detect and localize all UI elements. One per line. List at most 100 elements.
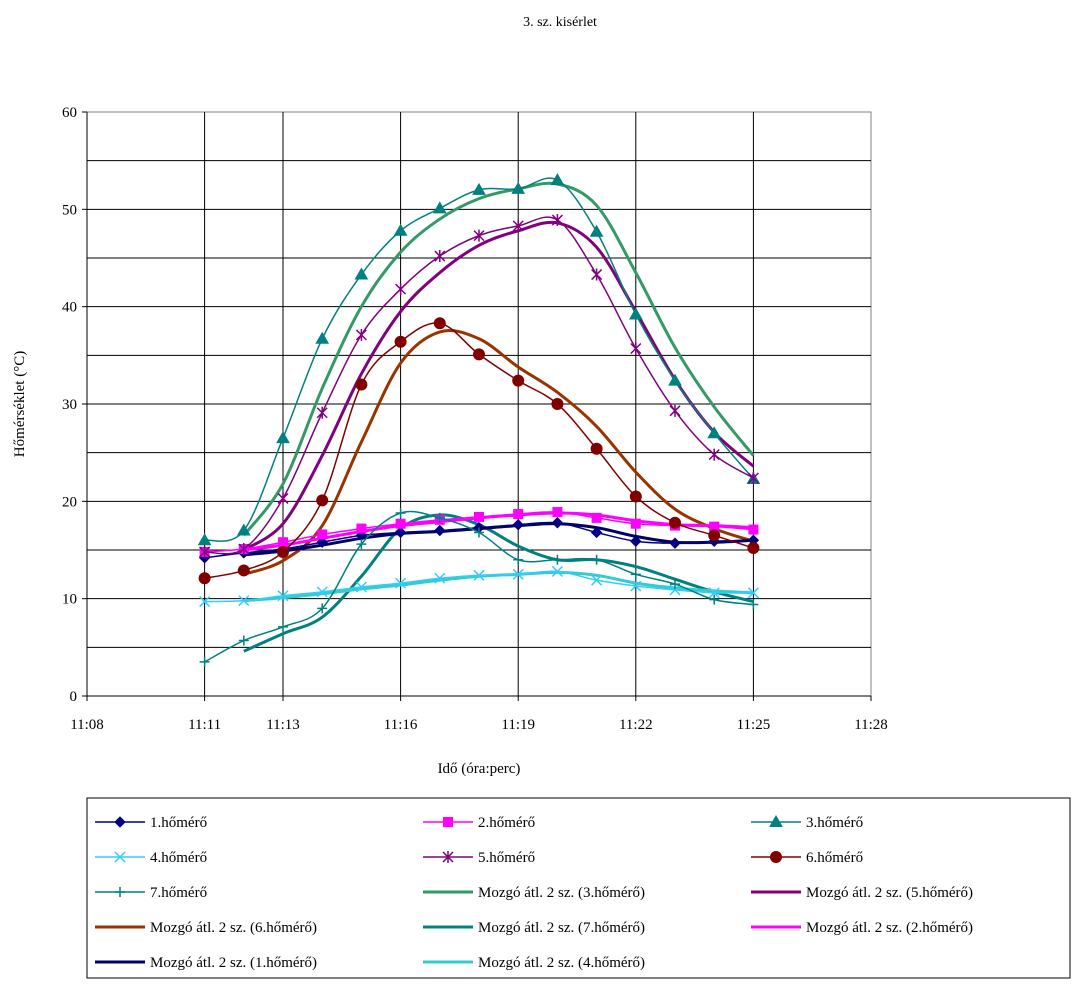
- data-point: [277, 492, 289, 505]
- data-point: [591, 574, 603, 586]
- data-point: [512, 374, 525, 387]
- legend-marker: [115, 887, 125, 897]
- data-point: [552, 554, 563, 565]
- data-point: [278, 621, 288, 632]
- legend-box: [86, 797, 1071, 979]
- data-point: [316, 586, 328, 598]
- series-mozg-tl-2-sz-6-h-m-r: [243, 329, 754, 576]
- data-point: [316, 494, 329, 507]
- data-point: [199, 596, 211, 608]
- legend-label: Mozgó átl. 2 sz. (3.hőmérő): [478, 885, 645, 901]
- y-tick-label: 10: [62, 592, 77, 608]
- legend-marker: [114, 816, 126, 828]
- data-point: [238, 543, 250, 556]
- x-tick-label: 11:08: [70, 717, 104, 733]
- data-point: [630, 569, 641, 580]
- data-point: [748, 524, 759, 535]
- legend-marker: [114, 851, 126, 863]
- chart-title: 3. sz. kisérlet: [523, 15, 597, 30]
- legend-item: 4.hőmérő: [95, 850, 207, 866]
- series-4-h-m-r: [199, 565, 759, 608]
- data-point: [276, 431, 290, 444]
- data-point: [513, 554, 524, 565]
- data-point: [708, 529, 721, 542]
- data-point: [591, 268, 603, 281]
- data-point: [394, 335, 407, 348]
- legend-label: 7.hőmérő: [150, 885, 207, 901]
- legend-item: Mozgó átl. 2 sz. (7.hőmérő): [423, 920, 645, 936]
- data-point: [316, 536, 328, 548]
- data-point: [747, 471, 759, 484]
- data-point: [199, 545, 211, 558]
- data-point: [591, 554, 602, 565]
- legend-item: Mozgó átl. 2 sz. (1.hőmérő): [95, 955, 317, 971]
- series-line: [242, 181, 755, 537]
- data-point: [354, 267, 369, 280]
- data-point: [433, 317, 446, 330]
- data-point: [394, 526, 407, 539]
- data-point: [708, 448, 720, 461]
- data-point: [511, 181, 526, 194]
- data-point: [747, 542, 760, 555]
- data-point: [630, 580, 642, 592]
- series-5-h-m-r: [199, 214, 759, 558]
- data-point: [709, 594, 720, 605]
- data-point: [199, 656, 210, 667]
- data-point: [474, 527, 484, 538]
- x-tick-label: 11:28: [854, 717, 888, 733]
- data-point: [707, 426, 722, 439]
- y-tick-label: 40: [62, 300, 77, 316]
- data-point: [748, 599, 759, 610]
- series-group: [197, 173, 761, 667]
- data-point: [513, 508, 524, 519]
- data-point: [356, 539, 367, 550]
- data-point: [395, 577, 407, 589]
- legend-label: 3.hőmérő: [806, 815, 863, 831]
- data-point: [395, 283, 407, 296]
- legend-label: 6.hőmérő: [806, 850, 863, 866]
- legend-item: Mozgó átl. 2 sz. (2.hőmérő): [751, 920, 973, 936]
- series-mozg-tl-2-sz-3-h-m-r: [242, 181, 755, 537]
- legend: 1.hőmérő 2.hőmérő 3.hőmérő 4.hőmérő 5.hőmérő…: [95, 814, 973, 971]
- data-point: [277, 545, 289, 558]
- data-point: [278, 537, 288, 548]
- data-point: [434, 512, 445, 523]
- data-point: [512, 219, 524, 232]
- series-line: [243, 513, 754, 653]
- legend-label: 2.hőmérő: [478, 815, 535, 831]
- series-mozg-tl-2-sz-7-h-m-r: [243, 513, 754, 653]
- data-point: [590, 526, 603, 539]
- data-point: [474, 511, 484, 522]
- legend-label: Mozgó átl. 2 sz. (5.hőmérő): [806, 885, 973, 901]
- data-point: [473, 229, 485, 242]
- data-point: [630, 518, 641, 529]
- legend-marker: [770, 851, 782, 863]
- legend-marker: [442, 851, 454, 863]
- data-point: [434, 250, 446, 263]
- data-point: [708, 587, 720, 599]
- data-point: [316, 406, 328, 419]
- data-point: [317, 529, 328, 540]
- legend-label: Mozgó átl. 2 sz. (4.hőmérő): [478, 955, 645, 971]
- data-point: [355, 581, 367, 593]
- series-6-h-m-r: [198, 317, 760, 585]
- data-point: [669, 404, 681, 417]
- data-point: [668, 373, 682, 386]
- data-point: [355, 378, 368, 391]
- legend-item: Mozgó átl. 2 sz. (6.hőmérő): [95, 920, 317, 936]
- series-7-h-m-r: [199, 508, 759, 667]
- data-point: [551, 565, 563, 577]
- data-point: [473, 569, 485, 581]
- data-point: [395, 508, 406, 519]
- data-point: [432, 201, 447, 214]
- data-point: [473, 348, 485, 361]
- data-point: [669, 516, 681, 529]
- data-point: [472, 182, 486, 195]
- y-tick-label: 20: [62, 494, 77, 510]
- x-axis-label: Idő (óra:perc): [438, 761, 521, 777]
- data-point: [512, 568, 524, 580]
- data-point: [628, 307, 643, 320]
- data-point: [317, 603, 328, 614]
- data-point: [393, 223, 408, 236]
